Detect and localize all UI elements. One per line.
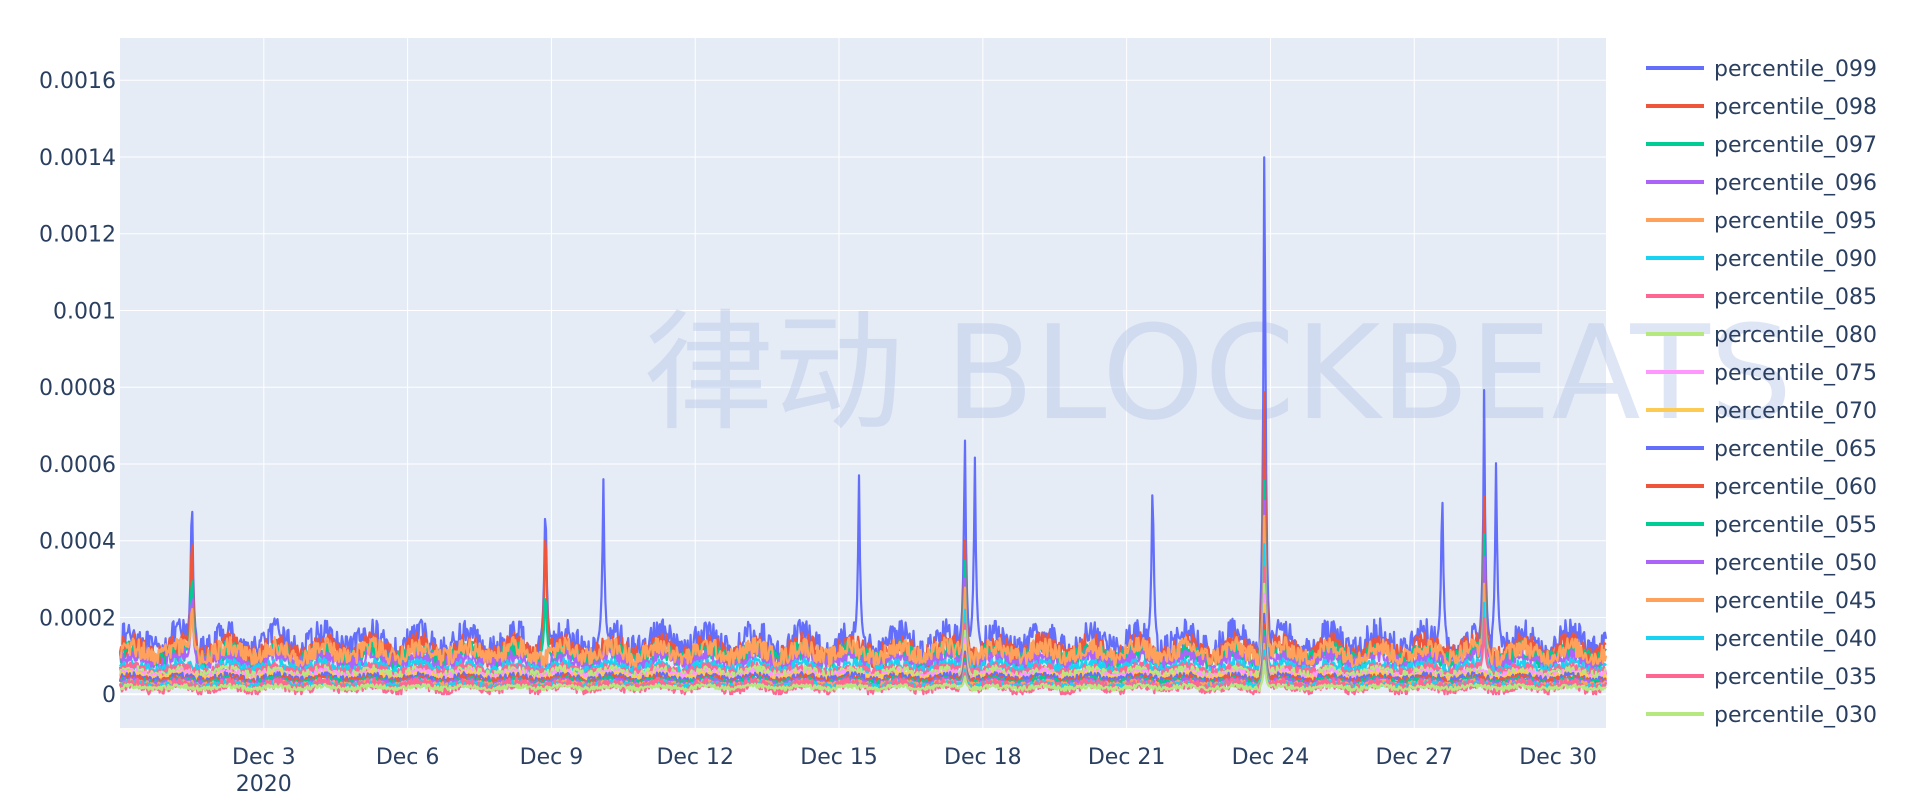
y-axis-ticks: 0 0.0002 0.0004 0.0006 0.0008 0.001 0.0012 0.00… [39, 69, 116, 708]
legend-label: percentile_050 [1714, 551, 1877, 576]
legend-item-percentile_065[interactable]: percentile_065 [1646, 437, 1877, 462]
x-tick-label: Dec 27 [1375, 745, 1453, 770]
legend-item-percentile_075[interactable]: percentile_075 [1646, 361, 1877, 386]
legend-item-percentile_055[interactable]: percentile_055 [1646, 513, 1877, 538]
legend-label: percentile_045 [1714, 589, 1877, 614]
grid-lines [120, 38, 1606, 728]
legend-item-percentile_085[interactable]: percentile_085 [1646, 285, 1877, 310]
legend-item-percentile_035[interactable]: percentile_035 [1646, 665, 1877, 690]
legend-item-percentile_070[interactable]: percentile_070 [1646, 399, 1877, 424]
legend-item-percentile_096[interactable]: percentile_096 [1646, 171, 1877, 196]
legend-label: percentile_065 [1714, 437, 1877, 462]
legend-item-percentile_098[interactable]: percentile_098 [1646, 95, 1877, 120]
series-line-percentile_095 [119, 514, 1608, 669]
y-tick-label: 0.0002 [39, 606, 116, 631]
watermark: 律动 BLOCKBEATS [644, 297, 1793, 449]
legend-item-percentile_097[interactable]: percentile_097 [1646, 133, 1877, 158]
x-tick-label: Dec 24 [1232, 745, 1310, 770]
legend[interactable]: percentile_099 percentile_098 percentile_0… [1646, 57, 1877, 728]
x-tick-label: Dec 15 [800, 745, 878, 770]
legend-label: percentile_090 [1714, 247, 1877, 272]
legend-label: percentile_040 [1714, 627, 1877, 652]
legend-label: percentile_099 [1714, 57, 1877, 82]
legend-label: percentile_095 [1714, 209, 1877, 234]
y-tick-label: 0.0012 [39, 223, 116, 248]
legend-item-percentile_040[interactable]: percentile_040 [1646, 627, 1877, 652]
legend-item-percentile_095[interactable]: percentile_095 [1646, 209, 1877, 234]
y-tick-label: 0 [102, 683, 116, 708]
legend-item-percentile_045[interactable]: percentile_045 [1646, 589, 1877, 614]
y-tick-label: 0.001 [53, 299, 116, 324]
y-tick-label: 0.0014 [39, 146, 116, 171]
legend-label: percentile_070 [1714, 399, 1877, 424]
x-tick-label: Dec 6 [376, 745, 440, 770]
legend-item-percentile_090[interactable]: percentile_090 [1646, 247, 1877, 272]
legend-label: percentile_085 [1714, 285, 1877, 310]
legend-item-percentile_030[interactable]: percentile_030 [1646, 703, 1877, 728]
y-tick-label: 0.0006 [39, 453, 116, 478]
y-tick-label: 0.0016 [39, 69, 116, 94]
legend-label: percentile_080 [1714, 323, 1877, 348]
x-tick-label: Dec 3 [232, 745, 296, 770]
x-tick-label: Dec 18 [944, 745, 1022, 770]
x-tick-label: Dec 30 [1519, 745, 1597, 770]
x-tick-label: Dec 21 [1088, 745, 1166, 770]
watermark-text: 律动 BLOCKBEATS [644, 297, 1793, 449]
legend-item-percentile_099[interactable]: percentile_099 [1646, 57, 1877, 82]
series-lines [118, 156, 1608, 696]
legend-label: percentile_075 [1714, 361, 1877, 386]
x-tick-sublabel: 2020 [236, 772, 292, 794]
y-tick-label: 0.0004 [39, 530, 116, 555]
legend-label: percentile_030 [1714, 703, 1877, 728]
x-tick-label: Dec 9 [520, 745, 584, 770]
legend-label: percentile_060 [1714, 475, 1877, 500]
legend-label: percentile_098 [1714, 95, 1877, 120]
legend-label: percentile_097 [1714, 133, 1877, 158]
legend-item-percentile_080[interactable]: percentile_080 [1646, 323, 1877, 348]
legend-item-percentile_060[interactable]: percentile_060 [1646, 475, 1877, 500]
y-tick-label: 0.0008 [39, 376, 116, 401]
plot-background [120, 38, 1606, 728]
series-line-percentile_030 [119, 659, 1607, 693]
x-tick-label: Dec 12 [656, 745, 734, 770]
legend-item-percentile_050[interactable]: percentile_050 [1646, 551, 1877, 576]
legend-label: percentile_055 [1714, 513, 1877, 538]
legend-label: percentile_035 [1714, 665, 1877, 690]
legend-label: percentile_096 [1714, 171, 1877, 196]
